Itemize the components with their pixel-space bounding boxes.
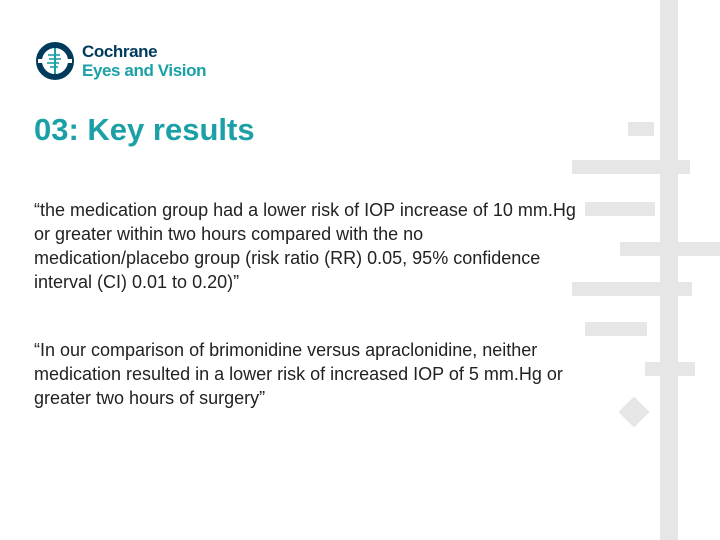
diamond-shape xyxy=(618,396,650,428)
cochrane-logo-icon xyxy=(36,42,74,80)
vertical-bar xyxy=(660,0,678,540)
horizontal-bar xyxy=(620,242,720,256)
key-result-quote-2: “In our comparison of brimonidine versus… xyxy=(34,340,563,408)
horizontal-bar xyxy=(585,202,655,216)
logo-name: Cochrane xyxy=(82,42,158,61)
horizontal-bar xyxy=(585,322,647,336)
horizontal-bar xyxy=(628,122,654,136)
horizontal-bar xyxy=(645,362,695,376)
cochrane-logo: Cochrane Eyes and Vision xyxy=(34,40,206,82)
key-result-quote-1: “the medication group had a lower risk o… xyxy=(34,200,576,292)
horizontal-bar xyxy=(572,160,690,174)
slide-title: 03: Key results xyxy=(34,112,255,147)
horizontal-bar xyxy=(572,282,692,296)
logo-subtitle: Eyes and Vision xyxy=(82,61,207,80)
logo-text: Cochrane Eyes and Vision xyxy=(82,42,206,80)
